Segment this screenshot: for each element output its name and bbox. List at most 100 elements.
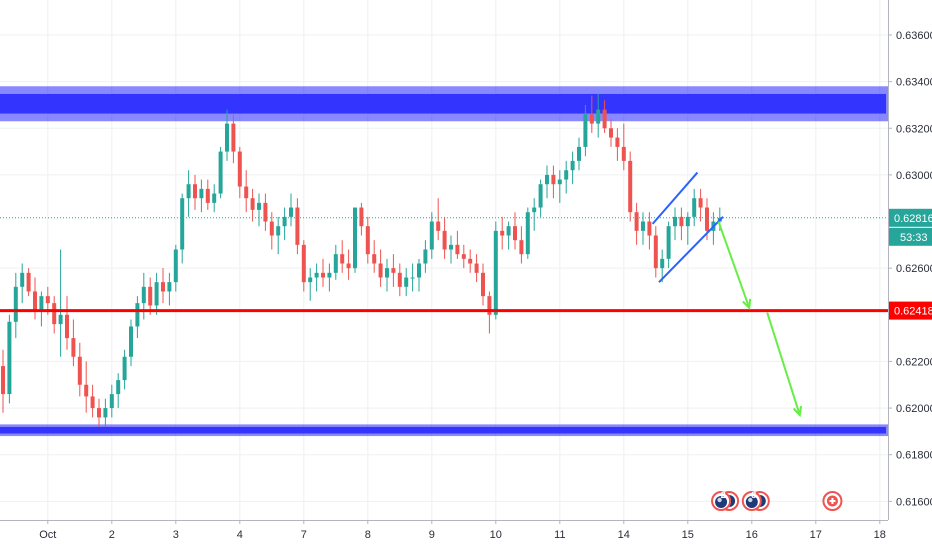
candle-body: [410, 277, 415, 279]
candle: [263, 193, 268, 231]
plus-v: [831, 498, 834, 504]
candle: [692, 188, 697, 227]
candle: [33, 277, 37, 320]
candle: [71, 319, 76, 367]
time-tick-label: 17: [810, 529, 822, 541]
candle: [250, 188, 255, 222]
candle-body: [186, 184, 191, 199]
candle: [602, 100, 607, 133]
current-price-label: 0.62816: [894, 213, 932, 225]
candle-body: [65, 314, 69, 339]
candle: [333, 244, 338, 280]
candle: [314, 263, 319, 292]
candle-body: [33, 291, 37, 311]
arrow-head: [792, 406, 803, 418]
candle: [372, 240, 377, 273]
channel-line-0: [651, 171, 699, 225]
candle: [493, 221, 498, 320]
candle: [378, 249, 383, 287]
candle-body: [71, 338, 76, 357]
candle: [212, 184, 217, 213]
candle-body: [481, 272, 485, 297]
candle-body: [621, 146, 626, 161]
candle-body: [519, 240, 524, 255]
candle-body: [1, 366, 5, 395]
time-tick-label: 11: [554, 529, 565, 541]
price-tick-label: 0.63000: [896, 170, 932, 182]
candle: [423, 240, 428, 273]
candle-body: [250, 198, 255, 210]
candle-body: [193, 184, 197, 199]
candle-body: [77, 356, 82, 385]
candle: [449, 235, 453, 264]
candle: [205, 179, 210, 210]
event-marker-flag[interactable]: 3: [741, 490, 770, 511]
candle: [436, 198, 441, 241]
arrow-shaft: [717, 221, 751, 309]
candle: [122, 349, 127, 390]
level-price-label: 0.62418: [894, 306, 932, 318]
candle-body: [596, 109, 601, 124]
candle: [65, 296, 69, 350]
candle-body: [692, 198, 697, 217]
candle-body: [564, 170, 569, 180]
candle-body: [417, 263, 421, 278]
candle-body: [385, 268, 389, 278]
candle-body: [327, 272, 332, 278]
time-tick-label: 8: [365, 529, 371, 541]
candle: [359, 202, 364, 236]
candle-body: [442, 230, 447, 250]
event-marker-flag[interactable]: 2: [711, 490, 740, 511]
candle: [1, 349, 5, 413]
candle-body: [231, 123, 236, 152]
candle-body: [679, 216, 684, 227]
event-marker-plus[interactable]: [822, 491, 843, 511]
candle-body: [705, 207, 709, 231]
candle: [532, 198, 537, 231]
candle-body: [449, 244, 453, 250]
candle-body: [26, 272, 31, 292]
candle: [385, 258, 389, 292]
candle: [282, 207, 287, 241]
candle: [295, 198, 300, 255]
forecast-arrow-0: [717, 221, 752, 310]
candle-body: [295, 207, 300, 245]
candle-body: [308, 277, 313, 283]
candle: [404, 268, 409, 297]
candle: [673, 207, 677, 241]
candle: [519, 226, 524, 264]
candle-body: [148, 286, 153, 306]
price-tick-label: 0.63200: [896, 123, 932, 135]
price-lines: [0, 217, 888, 313]
candle-body: [52, 303, 57, 325]
candle: [301, 240, 306, 292]
candle: [628, 151, 633, 222]
candle-body: [141, 286, 146, 304]
candle: [135, 296, 140, 339]
candle-body: [365, 226, 370, 255]
candle-body: [474, 263, 479, 273]
candle: [615, 128, 620, 161]
candle: [429, 212, 434, 259]
candle: [167, 272, 172, 306]
candle: [589, 95, 594, 133]
candle-body: [359, 207, 364, 227]
candle: [7, 314, 12, 404]
time-tick-label: 18: [874, 529, 886, 541]
forecast-arrow-1: [766, 312, 803, 418]
candle: [570, 151, 575, 185]
candle: [244, 170, 249, 213]
candle: [340, 240, 345, 273]
candle-body: [628, 160, 633, 213]
time-tick-label: 7: [301, 529, 307, 541]
marker-shine: [748, 497, 753, 503]
candle: [289, 193, 293, 227]
candle: [564, 160, 569, 194]
candle: [417, 258, 421, 292]
candle-body: [244, 186, 249, 199]
time-tick-label: 14: [618, 529, 630, 541]
candle: [84, 361, 89, 413]
candle-body: [615, 137, 620, 147]
marker-shine: [717, 497, 722, 503]
